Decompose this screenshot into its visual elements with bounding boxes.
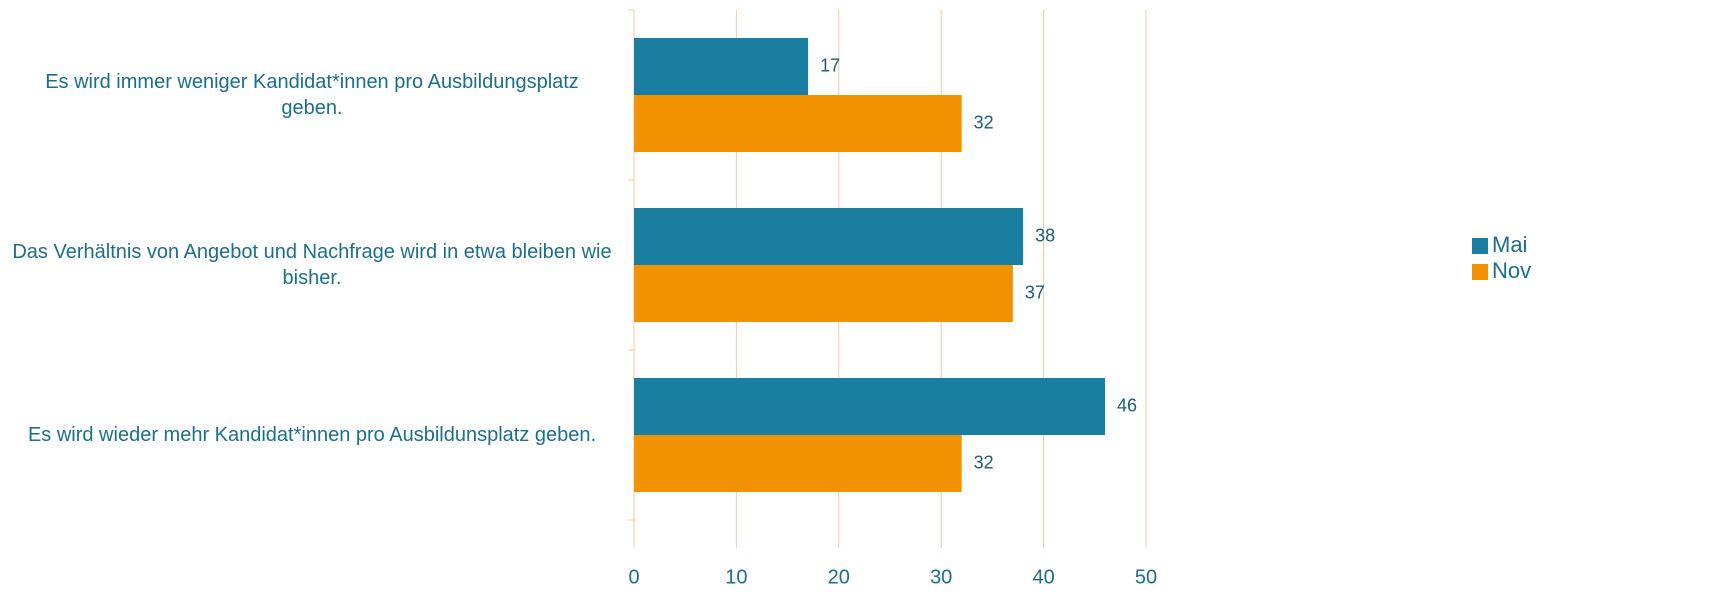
legend-label: Nov: [1492, 258, 1531, 283]
category-label: Das Verhältnis von Angebot und Nachfrage…: [12, 241, 612, 289]
bar: [634, 38, 809, 95]
legend-swatch: [1472, 264, 1488, 280]
value-label: 46: [1117, 395, 1137, 415]
value-label: 37: [1025, 282, 1045, 302]
x-tick-label: 20: [828, 566, 850, 588]
value-label: 17: [820, 55, 840, 75]
category-label: Es wird wieder mehr Kandidat*innen pro A…: [27, 424, 597, 446]
x-tick-label: 50: [1135, 566, 1157, 588]
x-tick-label: 10: [725, 566, 747, 588]
bar: [634, 265, 1013, 322]
bar: [634, 208, 1024, 265]
value-label: 38: [1035, 225, 1055, 245]
legend-swatch: [1472, 238, 1488, 254]
x-tick-label: 40: [1032, 566, 1054, 588]
bar: [634, 95, 962, 152]
value-label: 32: [974, 452, 994, 472]
bar: [634, 435, 962, 492]
value-label: 32: [974, 112, 994, 132]
x-tick-label: 0: [628, 566, 639, 588]
bar: [634, 378, 1106, 435]
category-label: Es wird immer weniger Kandidat*innen pro…: [45, 71, 579, 119]
x-tick-label: 30: [930, 566, 952, 588]
legend-label: Mai: [1492, 232, 1527, 257]
